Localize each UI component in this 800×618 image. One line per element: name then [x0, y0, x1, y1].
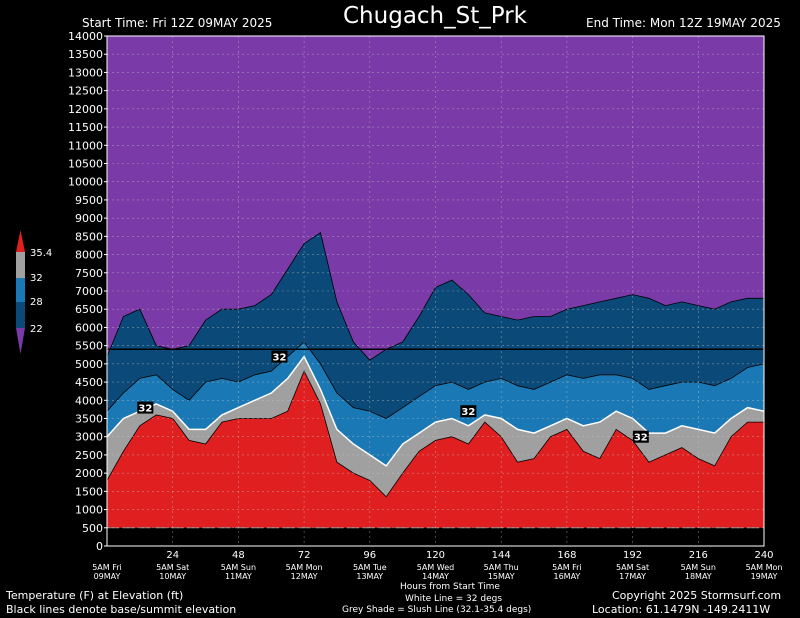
- x-tick-label: 240: [754, 550, 773, 561]
- legend-label: 35.4: [30, 248, 52, 259]
- y-tick-label: 11000: [68, 139, 103, 152]
- y-tick-label: 13000: [68, 66, 103, 79]
- y-tick-label: 9000: [75, 212, 103, 225]
- x-tick-label: 192: [623, 550, 642, 561]
- chart-title: Chugach_St_Prk: [343, 3, 527, 29]
- footer-center-line3: Grey Shade = Slush Line (32.1-35.4 degs): [342, 605, 532, 615]
- label-32-box: [460, 405, 477, 418]
- day-label-line2: 16MAY: [553, 572, 580, 581]
- legend-label: 22: [30, 324, 43, 335]
- y-tick-label: 12000: [68, 103, 103, 116]
- x-tick-label: 120: [426, 550, 445, 561]
- color-legend: 35.4 32 28 22: [16, 230, 52, 354]
- y-tick-label: 2000: [75, 467, 103, 480]
- day-label-line2: 13MAY: [356, 572, 383, 581]
- label-32: 32: [461, 407, 475, 418]
- day-label-line1: 5AM Mon: [286, 563, 323, 572]
- day-label-line2: 09MAY: [94, 572, 121, 581]
- day-label-line2: 14MAY: [422, 572, 449, 581]
- x-tick-label: 168: [557, 550, 576, 561]
- y-tick-label: 3000: [75, 431, 103, 444]
- y-tick-label: 5500: [75, 340, 103, 353]
- y-tick-label: 13500: [68, 48, 103, 61]
- y-tick-label: 1000: [75, 504, 103, 517]
- y-tick-label: 2500: [75, 449, 103, 462]
- day-label-line2: 10MAY: [159, 572, 186, 581]
- footer-left-line2: Black lines denote base/summit elevation: [6, 603, 237, 616]
- footer-left-line1: Temperature (F) at Elevation (ft): [6, 589, 184, 602]
- y-tick-label: 14000: [68, 30, 103, 43]
- day-label-line2: 19MAY: [751, 572, 778, 581]
- legend-arrow-down: [16, 328, 25, 354]
- y-tick-label: 7500: [75, 267, 103, 280]
- y-tick-label: 0: [96, 540, 103, 553]
- legend-label: 28: [30, 297, 43, 308]
- y-tick-label: 11500: [68, 121, 103, 134]
- y-tick-label: 1500: [75, 485, 103, 498]
- axes: 0 500 1000 1500 2000 2500 3000 3500 4000 4500 5000…: [68, 30, 782, 581]
- label-32: 32: [634, 433, 648, 444]
- region-35.4: [106, 370, 765, 547]
- day-label-line1: 5AM Tue: [353, 563, 387, 572]
- day-label-line1: 5AM Fri: [92, 563, 122, 572]
- y-tick-label: 7000: [75, 285, 103, 298]
- label-32-box: [271, 350, 288, 363]
- y-tick-label: 10500: [68, 158, 103, 171]
- day-label-line1: 5AM Fri: [552, 563, 582, 572]
- y-tick-label: 5000: [75, 358, 103, 371]
- x-tick-label: 24: [166, 550, 179, 561]
- y-tick-label: 6500: [75, 303, 103, 316]
- day-label-line2: 15MAY: [488, 572, 515, 581]
- x-tick-label: 216: [689, 550, 708, 561]
- day-label-line2: 17MAY: [619, 572, 646, 581]
- end-time-label: End Time: Mon 12Z 19MAY 2025: [586, 16, 781, 30]
- x-tick-label: 96: [363, 550, 376, 561]
- y-tick-label: 8000: [75, 249, 103, 262]
- day-label-line1: 5AM Sun: [681, 563, 716, 572]
- day-label-line1: 5AM Sat: [616, 563, 649, 572]
- day-label-line1: 5AM Sun: [221, 563, 256, 572]
- y-tick-label: 8500: [75, 230, 103, 243]
- legend-swatch-28: [16, 278, 25, 302]
- day-label-line2: 18MAY: [685, 572, 712, 581]
- label-32: 32: [138, 404, 152, 415]
- y-tick-label: 12500: [68, 85, 103, 98]
- y-tick-label: 10000: [68, 176, 103, 189]
- x-tick-label: 72: [298, 550, 311, 561]
- y-tick-label: 6000: [75, 321, 103, 334]
- day-label-line1: 5AM Mon: [746, 563, 783, 572]
- day-label-line1: 5AM Wed: [417, 563, 454, 572]
- x-tick-label: 48: [232, 550, 245, 561]
- x-tick-label: 144: [492, 550, 511, 561]
- footer-right-line1: Copyright 2025 Stormsurf.com: [612, 589, 782, 602]
- day-label-line1: 5AM Sat: [156, 563, 189, 572]
- legend-swatch-22: [16, 302, 25, 328]
- legend-swatch-slush: [16, 252, 25, 278]
- legend-label: 32: [30, 273, 43, 284]
- y-tick-label: 9500: [75, 194, 103, 207]
- footer-center-line1: Hours from Start Time: [400, 582, 500, 592]
- legend-arrow-up: [16, 230, 25, 252]
- day-label-line2: 11MAY: [225, 572, 252, 581]
- y-tick-label: 4500: [75, 376, 103, 389]
- start-time-label: Start Time: Fri 12Z 09MAY 2025: [82, 16, 273, 30]
- y-tick-label: 4000: [75, 394, 103, 407]
- footer-right-line2: Location: 61.1479N -149.2411W: [592, 603, 771, 616]
- footer-center-line2: White Line = 32 degs: [405, 594, 503, 604]
- label-32: 32: [273, 353, 287, 364]
- label-32-box: [137, 401, 154, 414]
- label-32-box: [632, 430, 649, 443]
- day-label-line2: 12MAY: [291, 572, 318, 581]
- y-tick-label: 500: [82, 522, 103, 535]
- y-tick-label: 3500: [75, 413, 103, 426]
- day-label-line1: 5AM Thu: [484, 563, 519, 572]
